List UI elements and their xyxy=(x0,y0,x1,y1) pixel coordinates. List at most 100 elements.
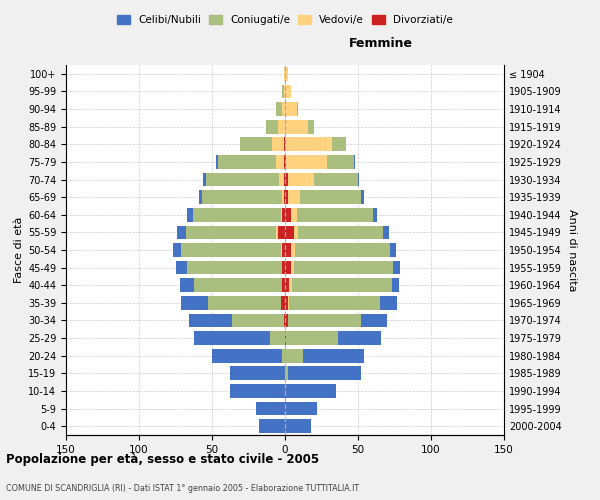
Bar xyxy=(181,296,208,310)
Bar xyxy=(281,243,282,257)
Bar xyxy=(373,208,377,222)
Bar xyxy=(212,349,282,362)
Bar xyxy=(259,420,285,433)
Bar xyxy=(218,155,276,169)
Bar xyxy=(332,138,346,151)
Bar xyxy=(279,172,284,186)
Bar xyxy=(285,67,288,80)
Bar xyxy=(390,243,396,257)
Bar xyxy=(295,243,390,257)
Bar xyxy=(286,331,338,345)
Bar xyxy=(302,349,364,362)
Bar xyxy=(208,296,281,310)
Bar xyxy=(361,190,364,204)
Bar xyxy=(291,260,294,274)
Bar xyxy=(353,155,355,169)
Bar xyxy=(285,420,311,433)
Bar xyxy=(285,120,308,134)
Bar xyxy=(240,138,272,151)
Bar xyxy=(232,314,284,328)
Bar xyxy=(285,366,288,380)
Bar xyxy=(194,331,271,345)
Bar xyxy=(285,84,291,98)
Bar xyxy=(285,314,288,328)
Bar xyxy=(292,278,392,292)
Bar xyxy=(282,190,284,204)
Bar xyxy=(291,243,295,257)
Text: Popolazione per età, sesso e stato civile - 2005: Popolazione per età, sesso e stato civil… xyxy=(6,452,319,466)
Bar xyxy=(285,155,286,169)
Bar xyxy=(278,120,285,134)
Bar xyxy=(256,402,285,415)
Bar xyxy=(173,243,181,257)
Bar xyxy=(276,102,282,116)
Bar xyxy=(285,278,289,292)
Bar xyxy=(285,296,288,310)
Bar xyxy=(187,260,282,274)
Bar xyxy=(276,226,278,239)
Bar xyxy=(286,155,328,169)
Bar xyxy=(187,208,193,222)
Bar xyxy=(194,278,282,292)
Bar xyxy=(203,172,206,186)
Bar xyxy=(383,226,389,239)
Bar xyxy=(314,172,358,186)
Bar xyxy=(284,155,285,169)
Bar xyxy=(282,278,285,292)
Bar xyxy=(282,349,285,362)
Bar xyxy=(285,138,332,151)
Bar xyxy=(202,190,282,204)
Bar xyxy=(282,208,285,222)
Bar xyxy=(282,243,285,257)
Bar xyxy=(328,155,353,169)
Bar xyxy=(206,172,279,186)
Bar xyxy=(284,190,285,204)
Bar xyxy=(284,67,285,80)
Bar xyxy=(285,172,288,186)
Bar xyxy=(289,296,380,310)
Bar xyxy=(380,296,397,310)
Bar xyxy=(271,331,285,345)
Bar xyxy=(294,226,298,239)
Bar xyxy=(282,102,285,116)
Bar xyxy=(188,314,232,328)
Bar xyxy=(193,208,281,222)
Bar xyxy=(285,402,317,415)
Bar xyxy=(278,226,285,239)
Bar xyxy=(285,208,291,222)
Bar xyxy=(230,366,285,380)
Y-axis label: Anni di nascita: Anni di nascita xyxy=(567,209,577,291)
Bar xyxy=(285,190,288,204)
Bar xyxy=(180,278,194,292)
Bar xyxy=(288,296,289,310)
Bar xyxy=(308,120,314,134)
Bar xyxy=(266,120,278,134)
Bar xyxy=(284,84,285,98)
Legend: Celibi/Nubili, Coniugati/e, Vedovi/e, Divorziati/e: Celibi/Nubili, Coniugati/e, Vedovi/e, Di… xyxy=(113,11,457,30)
Bar xyxy=(284,172,285,186)
Bar xyxy=(296,102,298,116)
Bar xyxy=(177,226,186,239)
Bar xyxy=(285,384,336,398)
Bar xyxy=(291,208,296,222)
Bar xyxy=(298,226,383,239)
Bar xyxy=(288,172,314,186)
Bar xyxy=(285,226,294,239)
Bar xyxy=(230,384,285,398)
Bar xyxy=(294,260,393,274)
Bar xyxy=(181,243,281,257)
Bar xyxy=(285,349,302,362)
Bar xyxy=(217,155,218,169)
Bar xyxy=(276,155,284,169)
Bar xyxy=(284,138,285,151)
Bar xyxy=(393,260,400,274)
Bar xyxy=(285,260,291,274)
Bar xyxy=(186,226,276,239)
Text: Femmine: Femmine xyxy=(349,37,413,50)
Bar xyxy=(392,278,399,292)
Bar xyxy=(285,102,296,116)
Bar xyxy=(282,260,285,274)
Bar xyxy=(361,314,387,328)
Bar xyxy=(285,243,291,257)
Bar xyxy=(272,138,284,151)
